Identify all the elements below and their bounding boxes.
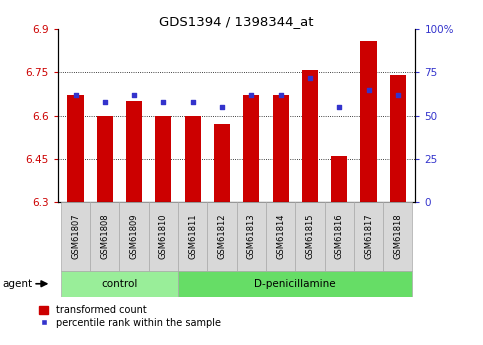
Bar bbox=[237, 202, 266, 271]
Point bbox=[394, 92, 402, 98]
Bar bbox=[178, 202, 207, 271]
Bar bbox=[156, 116, 171, 202]
Bar bbox=[390, 75, 406, 202]
Text: GSM61814: GSM61814 bbox=[276, 214, 285, 259]
Text: GSM61818: GSM61818 bbox=[393, 214, 402, 259]
Text: GSM61812: GSM61812 bbox=[217, 214, 227, 259]
Bar bbox=[383, 202, 412, 271]
Text: GSM61807: GSM61807 bbox=[71, 214, 80, 259]
Bar bbox=[61, 271, 178, 297]
Bar bbox=[331, 156, 347, 202]
Point bbox=[306, 75, 314, 80]
Text: GSM61815: GSM61815 bbox=[305, 214, 314, 259]
Bar bbox=[68, 96, 84, 202]
Bar bbox=[302, 70, 318, 202]
Bar bbox=[325, 202, 354, 271]
Point bbox=[159, 99, 167, 105]
Text: GSM61808: GSM61808 bbox=[100, 214, 109, 259]
Text: D-penicillamine: D-penicillamine bbox=[255, 279, 336, 289]
Text: control: control bbox=[101, 279, 138, 289]
Point bbox=[130, 92, 138, 98]
Point bbox=[365, 87, 372, 92]
Bar bbox=[354, 202, 383, 271]
Bar bbox=[61, 202, 90, 271]
Point bbox=[189, 99, 197, 105]
Point bbox=[218, 104, 226, 110]
Legend: transformed count, percentile rank within the sample: transformed count, percentile rank withi… bbox=[39, 305, 221, 328]
Bar bbox=[295, 202, 325, 271]
Bar bbox=[97, 116, 113, 202]
Title: GDS1394 / 1398344_at: GDS1394 / 1398344_at bbox=[159, 15, 314, 28]
Text: GSM61817: GSM61817 bbox=[364, 214, 373, 259]
Bar bbox=[149, 202, 178, 271]
Bar bbox=[266, 202, 295, 271]
Bar bbox=[178, 271, 412, 297]
Point bbox=[101, 99, 109, 105]
Bar bbox=[126, 101, 142, 202]
Bar bbox=[360, 41, 377, 202]
Bar bbox=[207, 202, 237, 271]
Text: agent: agent bbox=[2, 279, 32, 289]
Bar bbox=[272, 96, 289, 202]
Text: GSM61811: GSM61811 bbox=[188, 214, 197, 259]
Text: GSM61809: GSM61809 bbox=[129, 214, 139, 259]
Bar bbox=[214, 124, 230, 202]
Bar bbox=[243, 96, 259, 202]
Point bbox=[277, 92, 284, 98]
Point bbox=[71, 92, 79, 98]
Bar bbox=[119, 202, 149, 271]
Text: GSM61816: GSM61816 bbox=[335, 214, 344, 259]
Text: GSM61813: GSM61813 bbox=[247, 214, 256, 259]
Bar bbox=[90, 202, 119, 271]
Text: GSM61810: GSM61810 bbox=[159, 214, 168, 259]
Bar bbox=[185, 116, 201, 202]
Point bbox=[335, 104, 343, 110]
Point bbox=[247, 92, 255, 98]
